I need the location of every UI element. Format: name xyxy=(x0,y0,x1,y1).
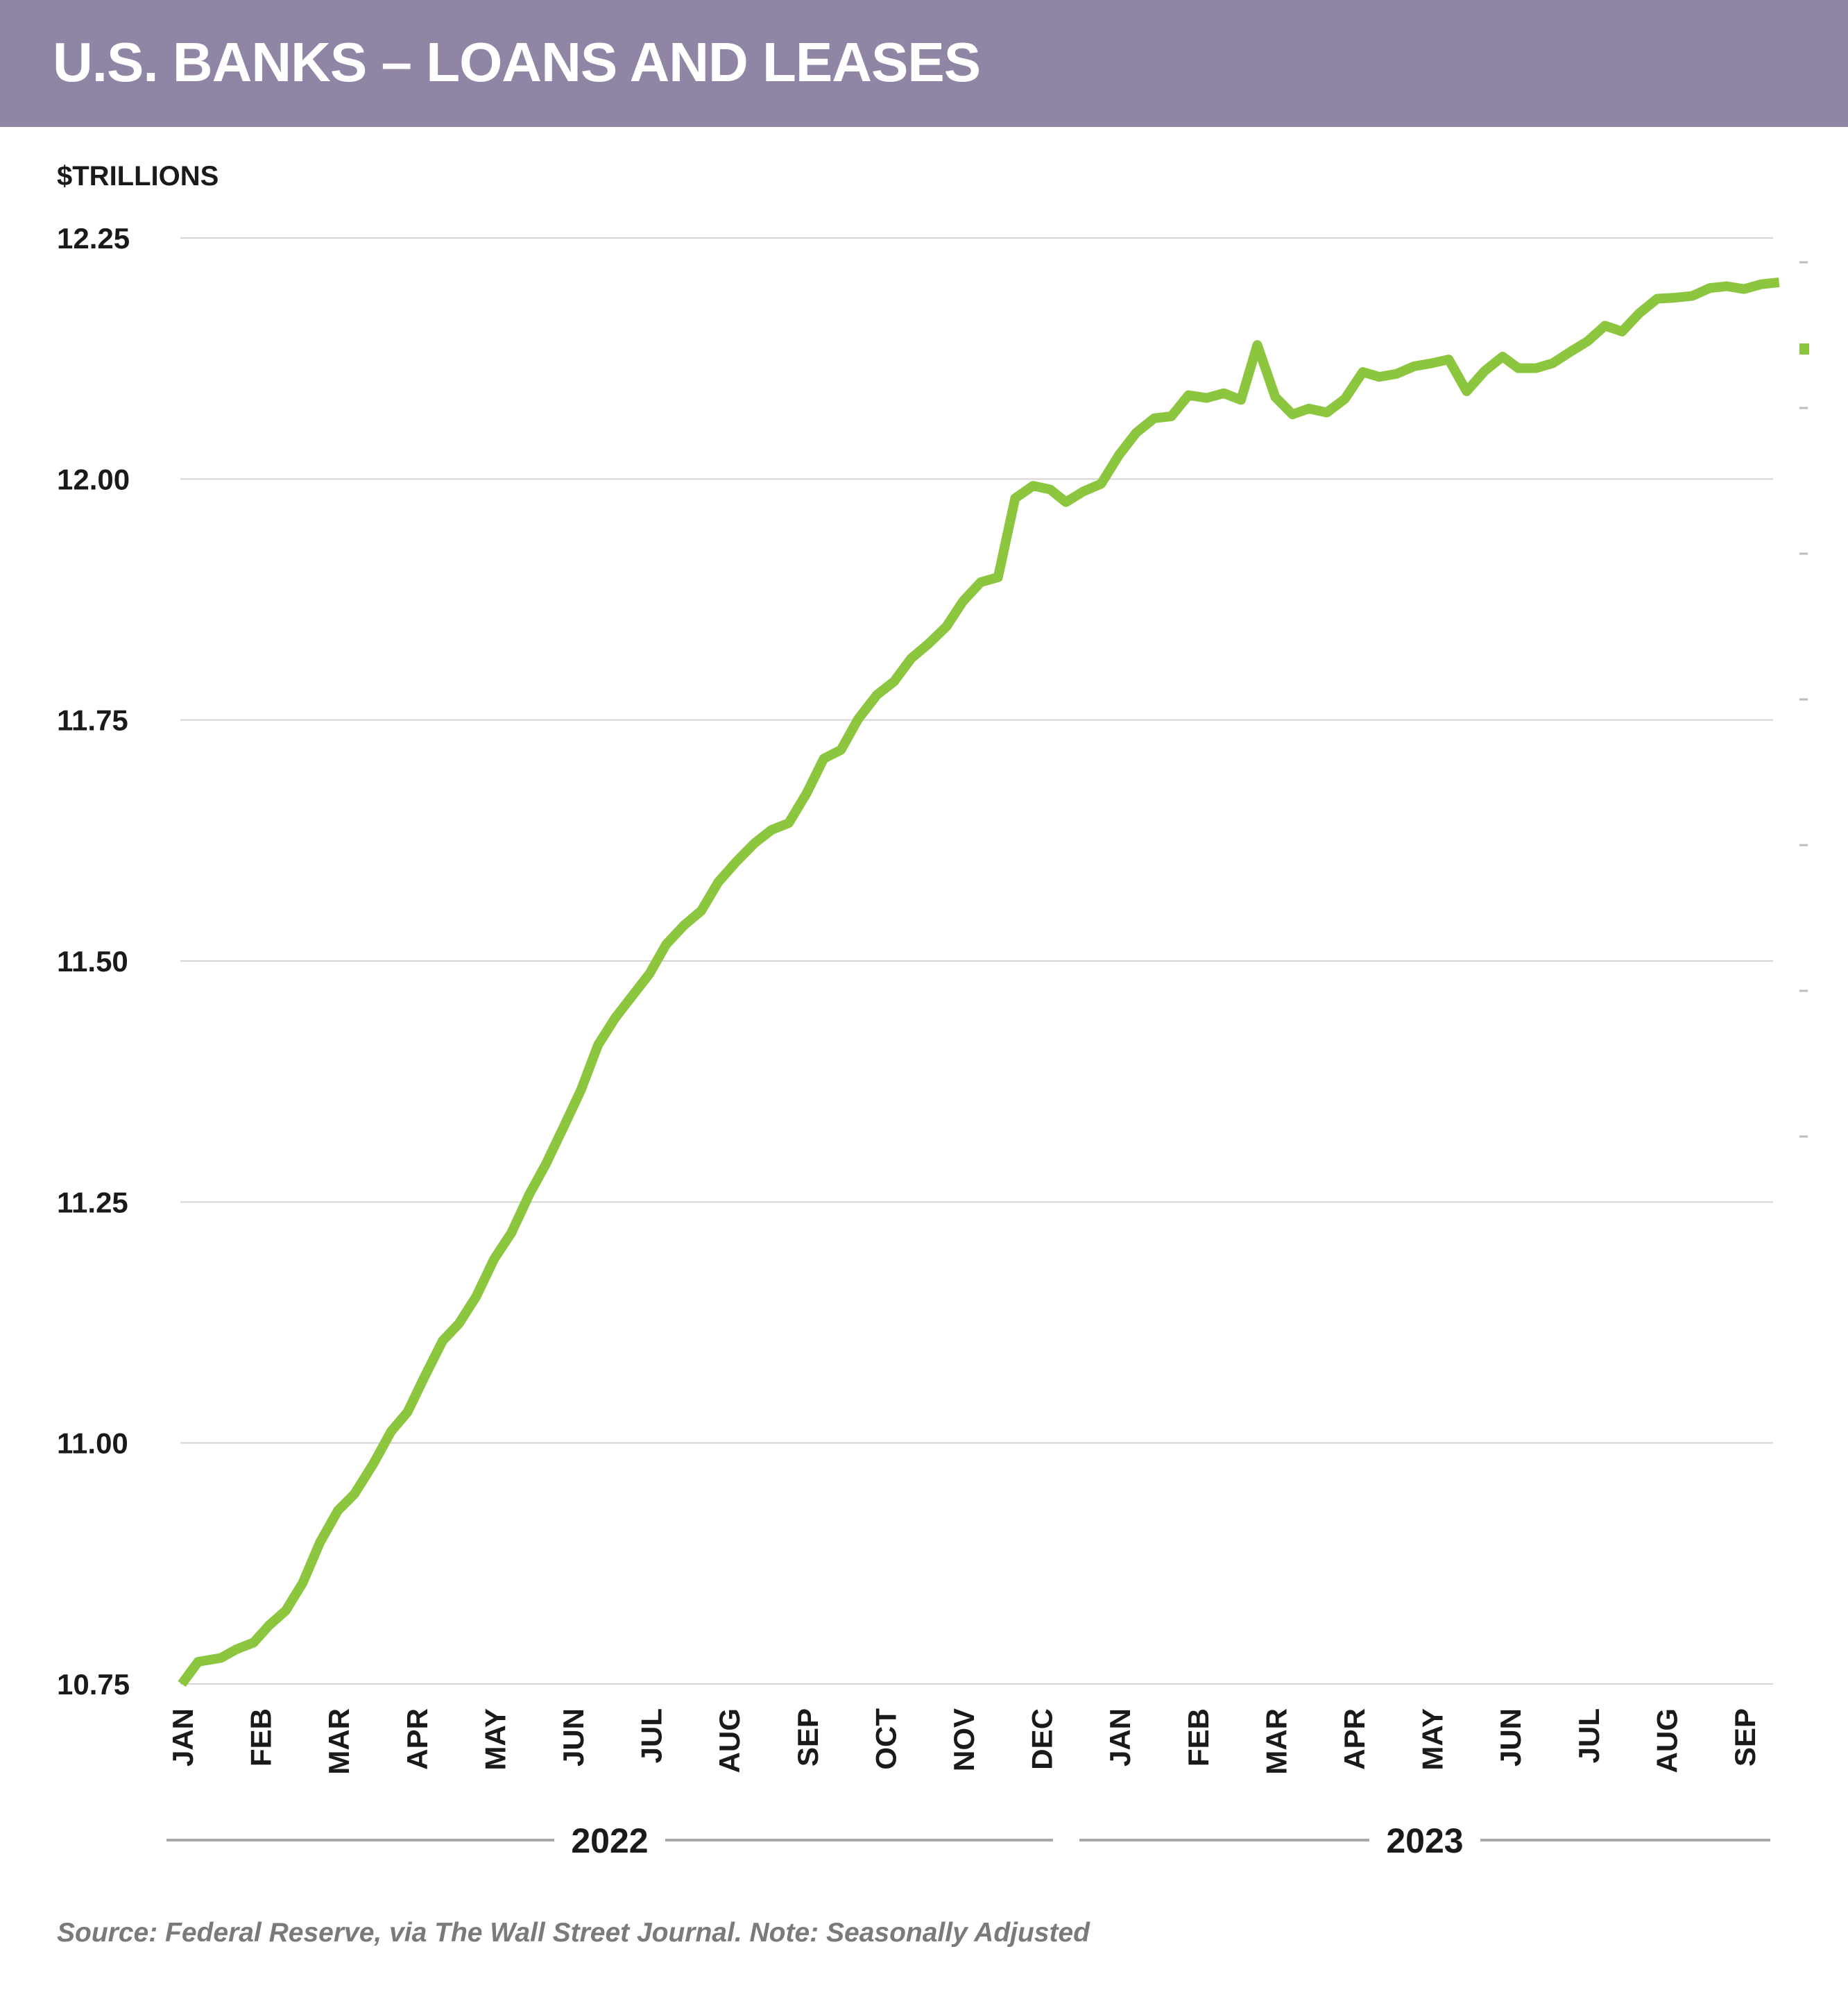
x-tick-label: JAN xyxy=(166,1708,199,1767)
x-tick-label: AUG xyxy=(713,1708,746,1773)
x-tick-label: MAY xyxy=(1417,1708,1449,1770)
y-axis-ticks: 12.25 12.00 11.75 11.50 11.25 11.00 10.75 xyxy=(57,222,130,1701)
y-tick-label: 12.00 xyxy=(57,463,130,495)
year-label: 2022 xyxy=(571,1821,648,1860)
x-tick-label: JAN xyxy=(1104,1708,1136,1767)
x-tick-label: DEC xyxy=(1026,1708,1059,1770)
right-edge-marks xyxy=(1799,261,1809,1138)
x-tick-label: NOV xyxy=(948,1708,980,1771)
x-tick-label: MAR xyxy=(323,1708,355,1775)
x-tick-label: MAY xyxy=(479,1708,511,1770)
x-tick-label: APR xyxy=(401,1708,434,1770)
y-tick-label: 11.50 xyxy=(57,945,128,978)
x-tick-label: SEP xyxy=(1729,1708,1761,1767)
x-tick-label: SEP xyxy=(792,1708,824,1767)
x-tick-label: FEB xyxy=(245,1708,277,1767)
year-axis: 2022 2023 xyxy=(166,1821,1770,1860)
y-tick-label: 10.75 xyxy=(57,1668,130,1701)
title-banner: U.S. BANKS – LOANS AND LEASES xyxy=(0,0,1848,127)
y-tick-label: 11.00 xyxy=(57,1427,128,1460)
x-tick-label: AUG xyxy=(1650,1708,1683,1773)
gridlines xyxy=(180,237,1773,1685)
x-tick-label: JUN xyxy=(557,1708,590,1767)
x-tick-label: MAR xyxy=(1260,1708,1292,1775)
y-tick-label: 12.25 xyxy=(57,222,130,255)
x-axis-ticks: JAN FEB MAR APR MAY JUN JUL AUG SEP OCT NOV DEC JAN F… xyxy=(166,1708,1761,1775)
y-tick-label: 11.25 xyxy=(57,1186,128,1218)
x-tick-label: JUL xyxy=(1573,1708,1605,1763)
series-line-loans-and-leases xyxy=(178,277,1780,1687)
y-axis-unit-label: $TRILLIONS xyxy=(57,161,219,192)
x-tick-label: FEB xyxy=(1182,1708,1215,1767)
series-layer xyxy=(178,277,1780,1687)
x-tick-label: OCT xyxy=(869,1708,902,1770)
source-note: Source: Federal Reserve, via The Wall St… xyxy=(57,1918,1090,1948)
x-tick-label: JUN xyxy=(1494,1708,1527,1767)
right-marker xyxy=(1799,343,1809,355)
x-tick-label: APR xyxy=(1338,1708,1371,1770)
chart-title: U.S. BANKS – LOANS AND LEASES xyxy=(53,31,981,93)
y-tick-label: 11.75 xyxy=(57,704,128,737)
year-label: 2023 xyxy=(1386,1821,1463,1860)
x-tick-label: JUL xyxy=(635,1708,668,1763)
